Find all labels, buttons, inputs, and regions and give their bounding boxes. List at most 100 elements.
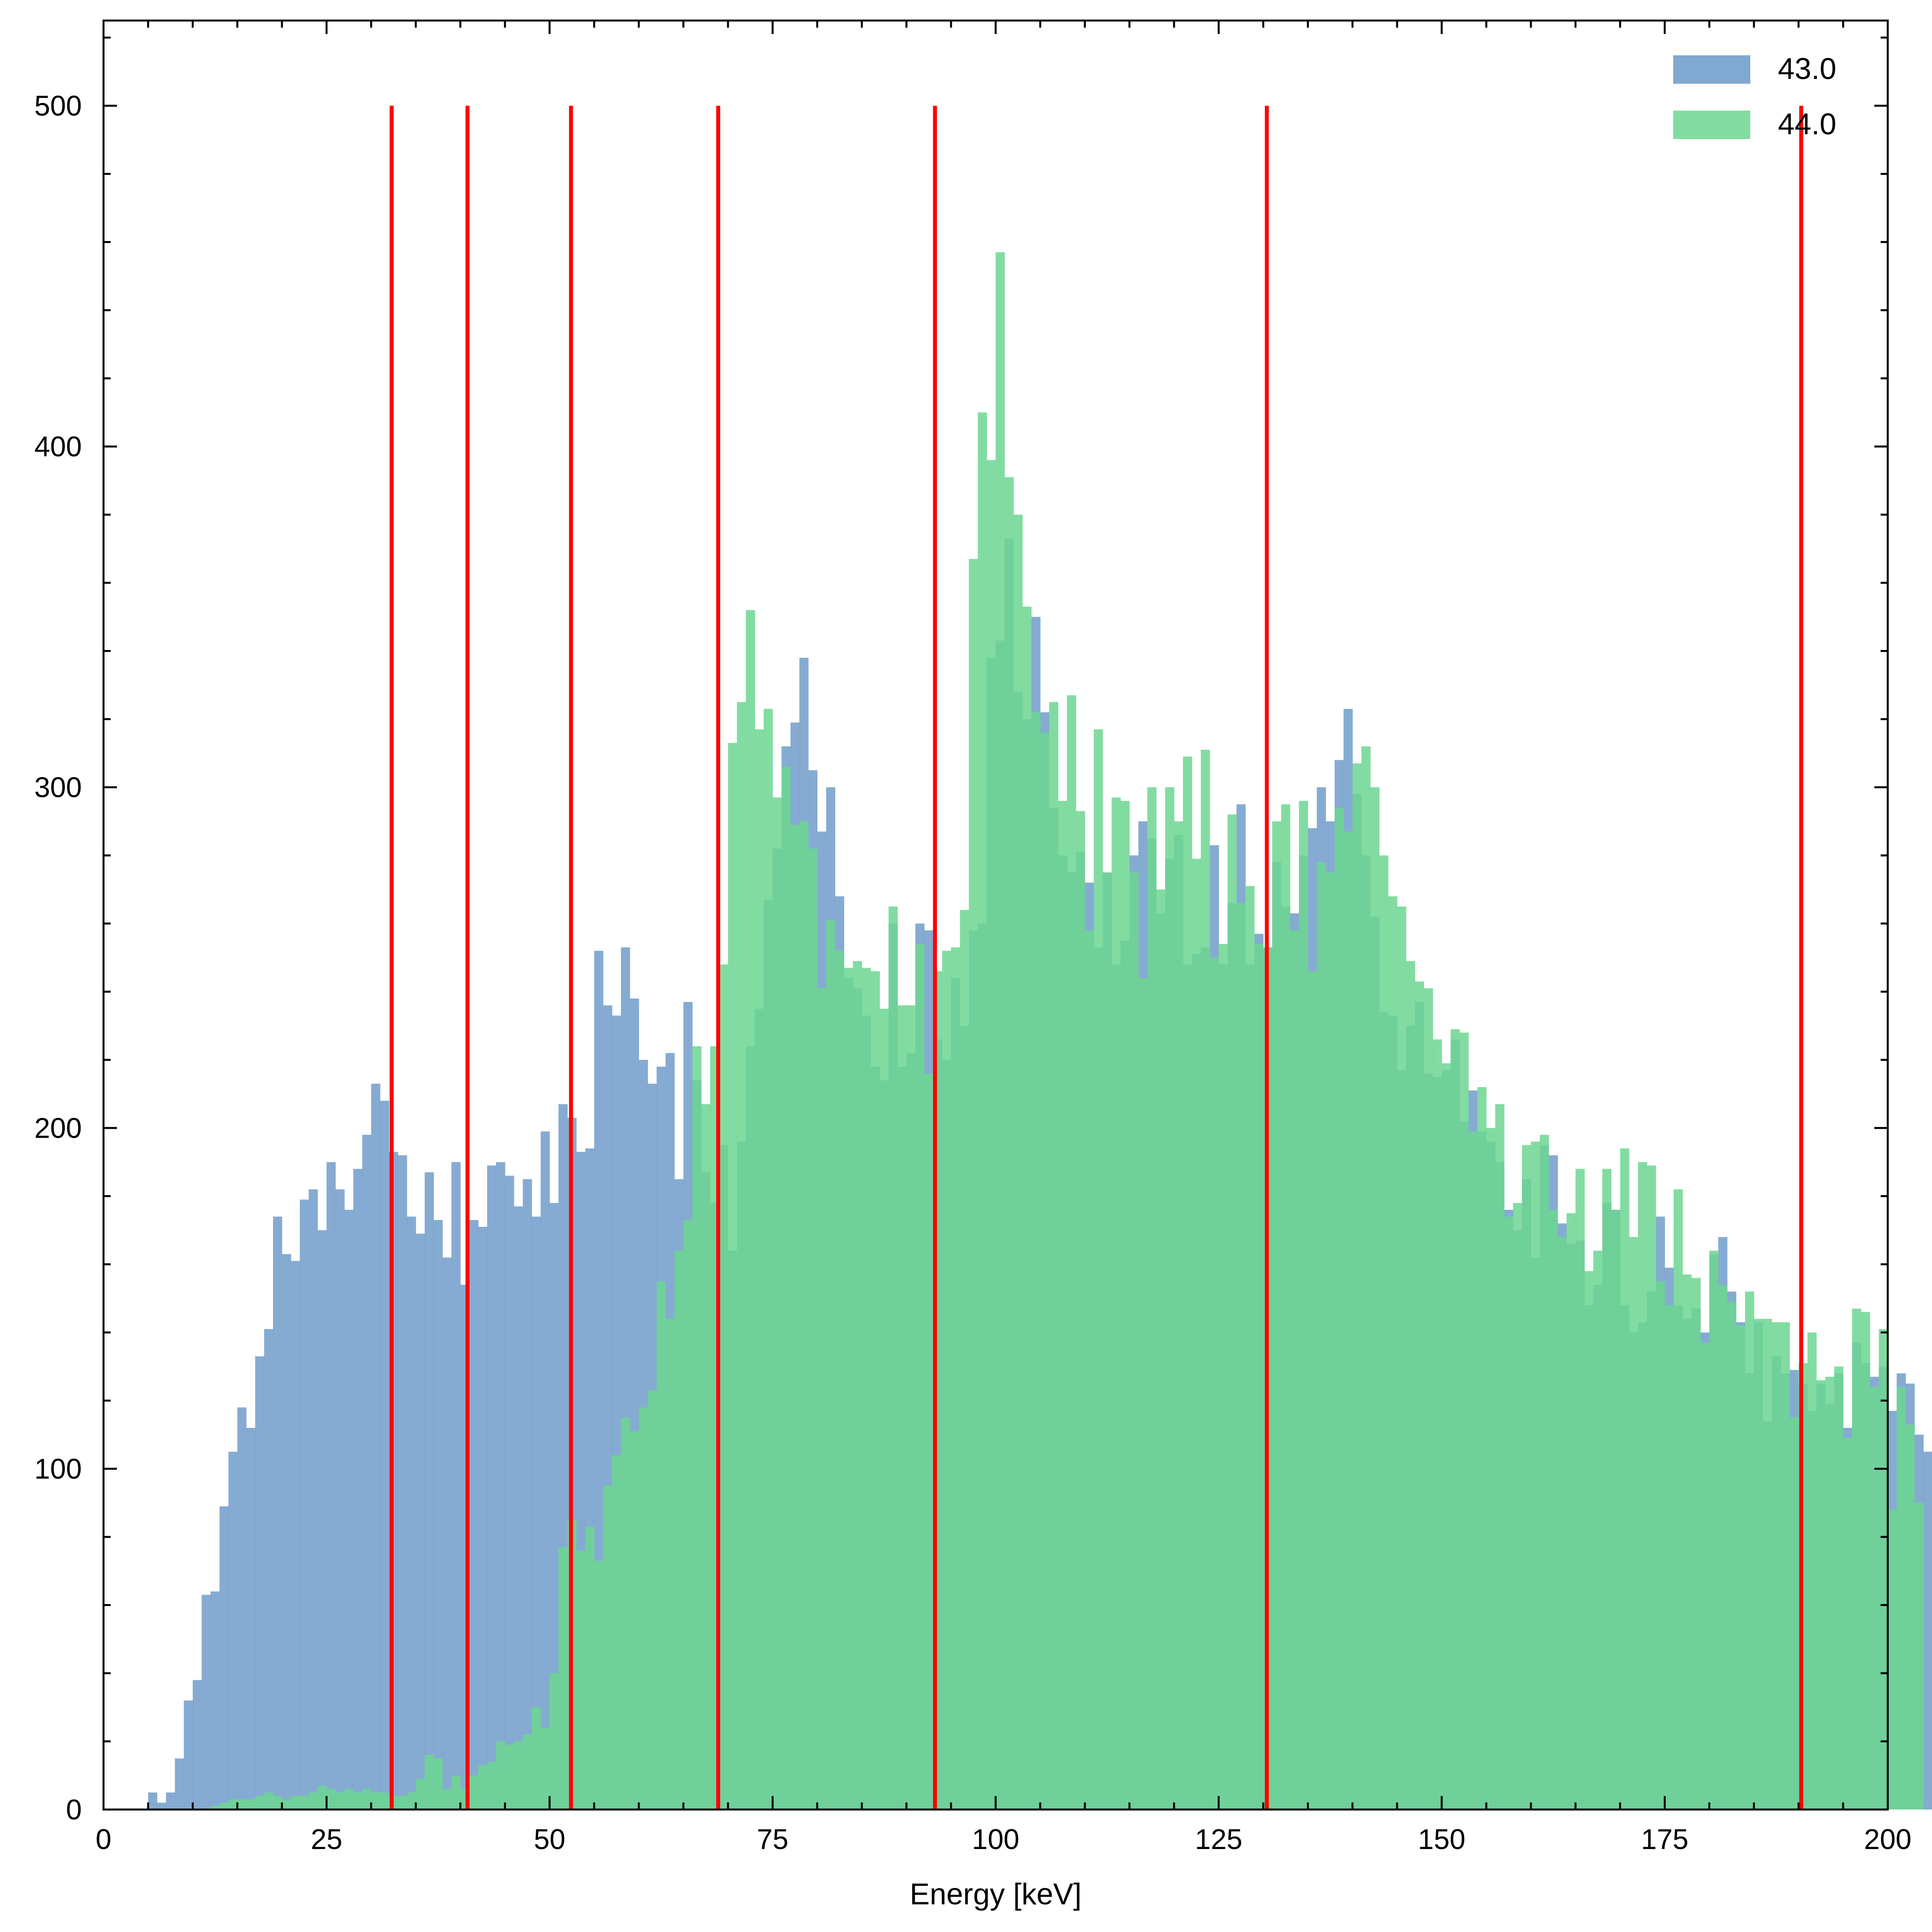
histogram-bar — [380, 1792, 390, 1810]
histogram-bar — [1058, 801, 1068, 1810]
histogram-bar — [1415, 981, 1424, 1810]
histogram-bar — [1745, 1292, 1754, 1810]
histogram-bar — [594, 1561, 604, 1810]
y-tick-label: 500 — [34, 90, 82, 122]
histogram-bar — [326, 1162, 336, 1810]
histogram-bar — [1165, 787, 1175, 1810]
histogram-bar — [1655, 1281, 1665, 1810]
histogram-bar — [317, 1230, 327, 1810]
histogram-bar — [1201, 749, 1210, 1810]
histogram-bar — [1433, 1039, 1442, 1810]
histogram-bar — [433, 1220, 443, 1810]
histogram-bar — [1923, 1452, 1932, 1810]
histogram-bar — [638, 1407, 648, 1810]
histogram-bar — [1406, 961, 1415, 1810]
histogram-bar — [1459, 1032, 1469, 1810]
reference-lines — [390, 105, 1803, 1810]
histogram-bar — [362, 1789, 371, 1810]
histogram-bar — [1638, 1162, 1647, 1810]
histogram-bar — [424, 1172, 434, 1810]
histogram-bar — [237, 1799, 247, 1810]
legend-swatch — [1673, 55, 1750, 84]
histogram-bar — [862, 968, 871, 1810]
histogram-bar — [353, 1169, 363, 1810]
histogram-bar — [1879, 1329, 1888, 1810]
histogram-bar — [1852, 1309, 1861, 1810]
histogram-bar — [433, 1758, 443, 1810]
histogram-bar — [273, 1216, 282, 1810]
histogram-bar — [585, 1527, 595, 1810]
histogram-bar — [523, 1734, 532, 1810]
histogram-bar — [737, 702, 746, 1810]
histogram-bar — [1629, 1237, 1638, 1810]
histogram-bar — [1450, 1029, 1460, 1810]
histogram-bar — [282, 1799, 291, 1810]
histogram-bar — [996, 252, 1005, 1810]
histogram-bar — [246, 1799, 256, 1810]
histogram-bar — [728, 743, 737, 1810]
histogram-bar — [1763, 1319, 1772, 1810]
histogram-bar — [1022, 606, 1032, 1810]
histogram-bar — [407, 1216, 416, 1810]
y-tick-label: 400 — [34, 431, 82, 463]
histogram-bar — [1834, 1366, 1843, 1810]
histogram-bar — [1754, 1319, 1763, 1810]
histogram-bar — [1067, 695, 1076, 1810]
histogram-bar — [1674, 1189, 1683, 1810]
histogram-bar — [496, 1741, 505, 1810]
histogram-bar — [398, 1796, 407, 1810]
histogram-bar — [344, 1210, 354, 1810]
histogram-bar — [1495, 1104, 1505, 1810]
histogram-bar — [817, 988, 827, 1810]
histogram-bar — [844, 968, 853, 1810]
histogram-bar — [1540, 1135, 1549, 1810]
x-tick-label: 200 — [1864, 1824, 1911, 1855]
histogram-bar — [299, 1796, 309, 1810]
histogram-bar — [1335, 808, 1344, 1810]
histogram-bar — [692, 1046, 702, 1810]
tick-labels: 0 25 50 75 100 125 150 175 200 0 100 200 300 400 500 — [34, 90, 1911, 1855]
histogram-bar — [443, 1789, 452, 1810]
histogram-bar — [915, 944, 925, 1810]
x-tick-label: 0 — [96, 1824, 111, 1855]
histogram-bar — [969, 559, 978, 1810]
histogram-bar — [879, 1009, 889, 1810]
histogram-bar — [317, 1785, 327, 1810]
histogram-bar — [237, 1407, 247, 1810]
histogram-bar — [1343, 831, 1353, 1810]
histogram-bar — [1736, 1326, 1746, 1810]
histogram-bar — [1120, 801, 1130, 1810]
histogram-bar — [210, 1806, 220, 1810]
histogram-bar — [1807, 1332, 1817, 1810]
histogram-bar — [1896, 1387, 1906, 1810]
legend-label: 44.0 — [1778, 107, 1836, 141]
histogram-bar — [1397, 906, 1407, 1810]
histogram-bar — [264, 1329, 273, 1810]
histogram-bar — [157, 1802, 166, 1810]
histogram-bar — [1040, 733, 1050, 1810]
histogram-bar — [1272, 821, 1282, 1810]
histogram-bar — [1076, 811, 1085, 1810]
histogram-bar — [826, 920, 836, 1810]
histogram-bar — [1727, 1301, 1736, 1810]
histogram-bar — [1102, 872, 1112, 1810]
y-tick-label: 0 — [66, 1794, 82, 1826]
histogram-bar — [487, 1762, 497, 1810]
histogram-bar — [1361, 746, 1371, 1810]
histogram-bar — [362, 1135, 371, 1810]
x-axis-title: Energy [keV] — [910, 1877, 1081, 1911]
histogram-bar — [603, 1486, 612, 1810]
histogram-bar — [1468, 1131, 1478, 1810]
histogram-bar — [897, 1005, 907, 1810]
histogram-bar — [326, 1789, 336, 1810]
histogram-bar — [1370, 787, 1380, 1810]
histogram-bar — [1424, 988, 1433, 1810]
histogram-bar — [210, 1591, 220, 1810]
histogram-bar — [1522, 1145, 1531, 1810]
histogram-bar — [1531, 1141, 1540, 1810]
histogram-bar — [648, 1390, 657, 1810]
histogram-bar — [612, 1455, 621, 1810]
histogram-bar — [1700, 1343, 1710, 1810]
histogram-bar — [1049, 702, 1058, 1810]
histogram-bar — [1843, 1438, 1853, 1810]
